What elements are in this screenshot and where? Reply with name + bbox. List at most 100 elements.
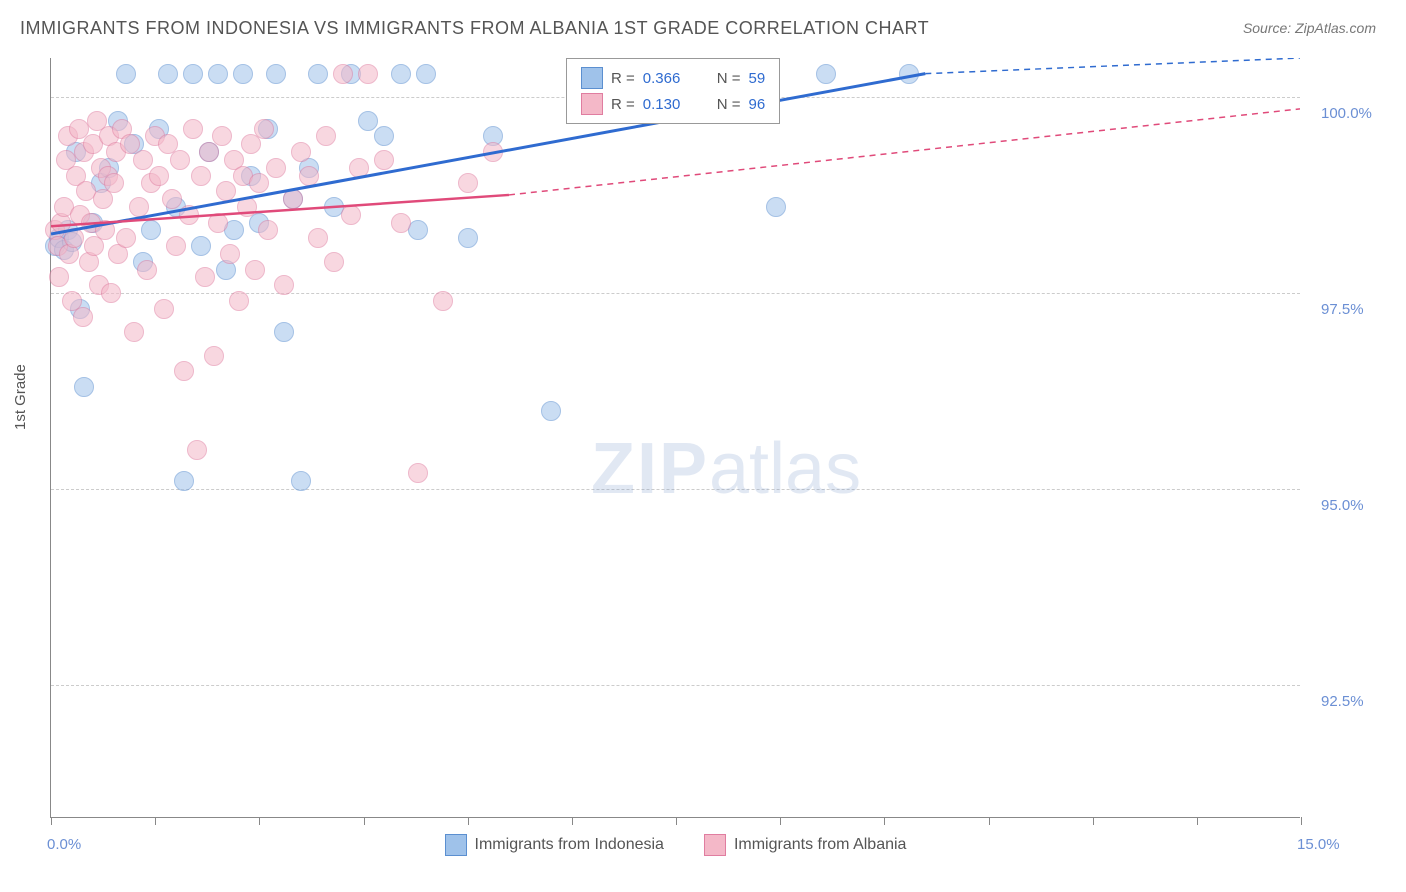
scatter-point: [816, 64, 836, 84]
x-tick: [468, 817, 469, 825]
x-tick-label: 0.0%: [47, 836, 81, 853]
legend-r-value: 0.130: [643, 96, 699, 113]
legend-n-label: N =: [717, 70, 741, 87]
x-tick: [1197, 817, 1198, 825]
x-tick: [676, 817, 677, 825]
scatter-point: [458, 228, 478, 248]
watermark-bold: ZIP: [591, 429, 709, 509]
gridline-horizontal: [51, 685, 1300, 686]
scatter-point: [391, 64, 411, 84]
y-tick-label: 97.5%: [1321, 301, 1364, 318]
scatter-point: [316, 126, 336, 146]
watermark-light: atlas: [709, 429, 861, 509]
scatter-point: [64, 228, 84, 248]
scatter-point: [237, 197, 257, 217]
scatter-point: [187, 440, 207, 460]
legend-series-label: Immigrants from Albania: [734, 836, 907, 854]
scatter-point: [308, 228, 328, 248]
scatter-point: [266, 64, 286, 84]
scatter-point: [124, 322, 144, 342]
scatter-point: [249, 173, 269, 193]
scatter-point: [208, 213, 228, 233]
scatter-point: [49, 267, 69, 287]
scatter-point: [391, 213, 411, 233]
scatter-point: [220, 244, 240, 264]
scatter-point: [274, 275, 294, 295]
scatter-point: [191, 166, 211, 186]
x-tick: [51, 817, 52, 825]
trend-line-dashed: [925, 58, 1300, 74]
scatter-point: [899, 64, 919, 84]
scatter-point: [233, 64, 253, 84]
legend-correlation-box: R = 0.366 N = 59 R = 0.130 N = 96: [566, 58, 780, 124]
trend-line-solid: [51, 195, 509, 226]
source-attribution: Source: ZipAtlas.com: [1243, 20, 1376, 36]
scatter-point: [141, 220, 161, 240]
x-tick: [364, 817, 365, 825]
legend-bottom-item: Immigrants from Albania: [704, 834, 907, 856]
scatter-point: [291, 471, 311, 491]
x-tick: [884, 817, 885, 825]
x-tick: [155, 817, 156, 825]
scatter-point: [101, 283, 121, 303]
scatter-point: [541, 401, 561, 421]
scatter-point: [183, 119, 203, 139]
legend-series-label: Immigrants from Indonesia: [475, 836, 664, 854]
scatter-point: [358, 111, 378, 131]
y-tick-label: 100.0%: [1321, 105, 1372, 122]
legend-swatch: [581, 67, 603, 89]
legend-n-value: 96: [749, 96, 766, 113]
x-tick: [259, 817, 260, 825]
y-axis-label: 1st Grade: [12, 364, 29, 430]
scatter-point: [245, 260, 265, 280]
scatter-point: [158, 64, 178, 84]
scatter-point: [349, 158, 369, 178]
legend-r-value: 0.366: [643, 70, 699, 87]
scatter-point: [291, 142, 311, 162]
scatter-point: [308, 64, 328, 84]
scatter-point: [283, 189, 303, 209]
legend-n-label: N =: [717, 96, 741, 113]
watermark: ZIPatlas: [591, 428, 861, 510]
legend-bottom: Immigrants from Indonesia Immigrants from…: [51, 834, 1300, 861]
y-tick-label: 92.5%: [1321, 693, 1364, 710]
scatter-point: [179, 205, 199, 225]
scatter-point: [149, 166, 169, 186]
scatter-point: [458, 173, 478, 193]
x-tick-label: 15.0%: [1297, 836, 1340, 853]
scatter-point: [95, 220, 115, 240]
x-tick: [989, 817, 990, 825]
chart-title: IMMIGRANTS FROM INDONESIA VS IMMIGRANTS …: [20, 18, 929, 39]
legend-swatch: [704, 834, 726, 856]
scatter-point: [129, 197, 149, 217]
legend-swatch: [445, 834, 467, 856]
scatter-point: [341, 205, 361, 225]
legend-correlation-row: R = 0.130 N = 96: [581, 91, 765, 117]
scatter-point: [416, 64, 436, 84]
scatter-point: [266, 158, 286, 178]
scatter-point: [274, 322, 294, 342]
scatter-point: [299, 166, 319, 186]
legend-r-label: R =: [611, 96, 635, 113]
scatter-point: [116, 228, 136, 248]
y-tick-label: 95.0%: [1321, 497, 1364, 514]
scatter-point: [137, 260, 157, 280]
scatter-point: [204, 346, 224, 366]
scatter-point: [191, 236, 211, 256]
scatter-point: [154, 299, 174, 319]
x-tick: [1301, 817, 1302, 825]
legend-n-value: 59: [749, 70, 766, 87]
scatter-point: [229, 291, 249, 311]
scatter-point: [133, 150, 153, 170]
legend-bottom-item: Immigrants from Indonesia: [445, 834, 664, 856]
scatter-point: [408, 463, 428, 483]
scatter-point: [174, 361, 194, 381]
scatter-point: [212, 126, 232, 146]
scatter-point: [170, 150, 190, 170]
scatter-point: [433, 291, 453, 311]
scatter-point: [766, 197, 786, 217]
scatter-point: [324, 252, 344, 272]
scatter-point: [208, 64, 228, 84]
legend-swatch: [581, 93, 603, 115]
scatter-point: [174, 471, 194, 491]
